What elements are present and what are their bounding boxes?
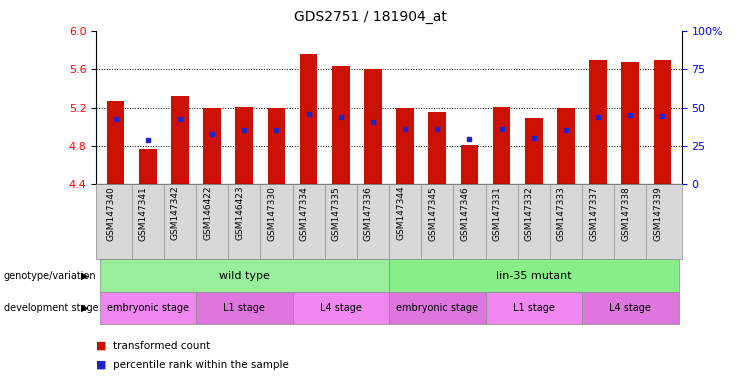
Bar <box>622 63 639 184</box>
Text: L1 stage: L1 stage <box>223 303 265 313</box>
Text: genotype/variation: genotype/variation <box>4 270 96 281</box>
Text: ■: ■ <box>96 360 107 370</box>
Text: GSM147340: GSM147340 <box>107 186 116 240</box>
Text: wild type: wild type <box>219 270 270 281</box>
Text: GSM147335: GSM147335 <box>332 186 341 241</box>
Bar <box>300 54 317 184</box>
Bar <box>557 108 575 184</box>
Text: GSM147332: GSM147332 <box>525 186 534 240</box>
Bar <box>332 66 350 184</box>
Text: L4 stage: L4 stage <box>320 303 362 313</box>
Bar <box>493 107 511 184</box>
Text: GSM147338: GSM147338 <box>621 186 631 241</box>
Text: GSM146422: GSM146422 <box>203 186 212 240</box>
Text: transformed count: transformed count <box>113 341 210 351</box>
Text: GSM147333: GSM147333 <box>557 186 566 241</box>
Text: GSM146423: GSM146423 <box>236 186 245 240</box>
Text: L1 stage: L1 stage <box>513 303 555 313</box>
Bar <box>139 149 156 184</box>
Text: GSM147337: GSM147337 <box>589 186 598 241</box>
Text: GSM147339: GSM147339 <box>654 186 662 241</box>
Bar <box>525 118 542 184</box>
Text: ▶: ▶ <box>82 270 89 281</box>
Text: GDS2751 / 181904_at: GDS2751 / 181904_at <box>294 10 447 23</box>
Bar <box>654 60 671 184</box>
Bar <box>236 107 253 184</box>
Text: development stage: development stage <box>4 303 99 313</box>
Bar <box>107 101 124 184</box>
Bar <box>268 108 285 184</box>
Bar <box>171 96 189 184</box>
Bar <box>203 108 221 184</box>
Text: GSM147341: GSM147341 <box>139 186 147 240</box>
Text: percentile rank within the sample: percentile rank within the sample <box>113 360 288 370</box>
Text: embryonic stage: embryonic stage <box>107 303 189 313</box>
Text: GSM147330: GSM147330 <box>268 186 276 241</box>
Text: GSM147346: GSM147346 <box>460 186 470 240</box>
Text: GSM147345: GSM147345 <box>428 186 437 240</box>
Bar <box>461 145 478 184</box>
Text: GSM147344: GSM147344 <box>396 186 405 240</box>
Bar <box>364 69 382 184</box>
Text: GSM147331: GSM147331 <box>493 186 502 241</box>
Text: ▶: ▶ <box>82 303 89 313</box>
Bar <box>428 113 446 184</box>
Text: embryonic stage: embryonic stage <box>396 303 478 313</box>
Text: GSM147334: GSM147334 <box>299 186 308 240</box>
Text: L4 stage: L4 stage <box>609 303 651 313</box>
Text: ■: ■ <box>96 341 107 351</box>
Text: lin-35 mutant: lin-35 mutant <box>496 270 571 281</box>
Text: GSM147342: GSM147342 <box>171 186 180 240</box>
Text: GSM147336: GSM147336 <box>364 186 373 241</box>
Bar <box>396 109 414 184</box>
Bar <box>589 60 607 184</box>
